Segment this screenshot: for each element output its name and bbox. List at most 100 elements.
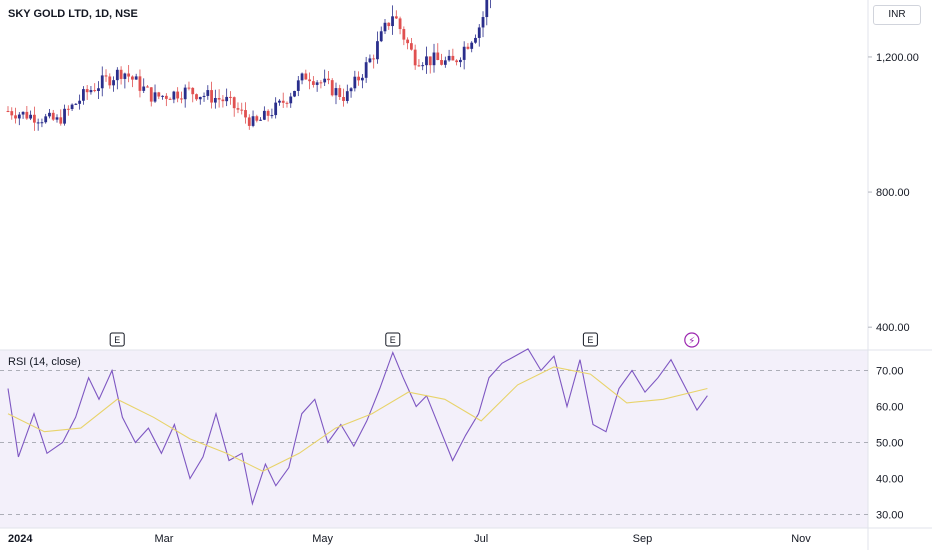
candle-body	[255, 116, 259, 121]
candle-body	[198, 96, 202, 100]
candle-body	[44, 116, 48, 123]
rsi-indicator	[7, 348, 708, 506]
candle-body	[391, 16, 394, 27]
candle-body	[74, 103, 78, 105]
currency-button[interactable]: INR	[873, 5, 921, 25]
price-axis-label: 400.00	[876, 322, 910, 334]
candle-body	[221, 99, 225, 102]
candle-body	[29, 114, 33, 119]
candle-body	[315, 82, 319, 85]
candle-body	[191, 87, 195, 95]
candle-body	[232, 97, 236, 109]
candle-body	[349, 88, 353, 92]
time-axis-label: 2024	[8, 533, 33, 545]
candle-body	[202, 95, 206, 97]
candle-body	[485, 0, 489, 18]
rsi-axis-label: 30.00	[876, 510, 904, 522]
candle-body	[368, 58, 372, 63]
candle-body	[394, 16, 398, 19]
candle-body	[51, 112, 55, 120]
rsi-pane-background	[0, 350, 868, 528]
candle-body	[477, 27, 481, 38]
candle-body	[108, 76, 112, 86]
price-axis-label: 800.00	[876, 187, 910, 199]
candle-body	[180, 98, 183, 100]
candle-body	[357, 76, 361, 81]
candle-body	[55, 117, 59, 120]
candle-body	[474, 37, 477, 43]
candle-body	[127, 73, 131, 77]
candle-body	[330, 80, 334, 96]
candle-body	[251, 116, 255, 126]
candle-body	[100, 75, 104, 89]
earnings-marker-box[interactable]	[582, 332, 598, 347]
candle-body	[462, 46, 466, 60]
candle-body	[387, 22, 391, 27]
candle-body	[40, 122, 44, 124]
time-axis-label: Jul	[474, 533, 488, 545]
candle-body	[17, 114, 21, 119]
candle-body	[93, 90, 97, 92]
candle-body	[270, 115, 274, 117]
candle-body	[300, 73, 304, 81]
candle-body	[195, 94, 198, 100]
candle-body	[421, 65, 425, 67]
rsi-line	[7, 348, 708, 506]
time-axis-label: May	[312, 533, 333, 545]
candle-body	[104, 75, 108, 77]
price-axis-label: 1,200.00	[876, 52, 919, 64]
candle-body	[278, 100, 281, 103]
candle-body	[432, 52, 436, 66]
candle-body	[376, 41, 379, 60]
candle-body	[470, 42, 474, 49]
candle-body	[428, 56, 432, 66]
candle-body	[406, 39, 410, 44]
candle-body	[443, 60, 447, 65]
time-axis-label: Nov	[791, 533, 811, 545]
candle-body	[372, 58, 376, 60]
candle-body	[409, 43, 413, 50]
earnings-marker-box[interactable]	[109, 332, 125, 347]
candle-body	[402, 29, 406, 40]
candle-body	[89, 90, 93, 93]
candle-body	[164, 95, 168, 99]
event-markers[interactable]: E E E ⚡	[109, 332, 700, 348]
candle-body	[70, 104, 74, 110]
candle-body	[417, 65, 421, 67]
candle-body	[323, 78, 327, 83]
rsi-axis-label: 70.00	[876, 366, 904, 378]
candle-body	[146, 86, 149, 88]
earnings-marker-box[interactable]	[385, 332, 401, 347]
candle-body	[383, 22, 387, 32]
candle-body	[459, 59, 462, 63]
candle-body	[32, 114, 36, 123]
candle-body	[10, 111, 14, 116]
candle-body	[134, 76, 138, 80]
candle-body	[82, 89, 85, 101]
candle-body	[274, 102, 278, 116]
candle-body	[78, 100, 82, 104]
candle-body	[187, 87, 191, 89]
time-axis-label: Mar	[155, 533, 174, 545]
candle-body	[466, 46, 470, 49]
candle-body	[229, 96, 232, 98]
earnings-marker-label: E	[390, 335, 396, 345]
candle-body	[338, 88, 342, 97]
candle-body	[236, 108, 240, 110]
candle-body	[289, 96, 293, 104]
candle-body	[138, 76, 142, 91]
candle-body	[225, 96, 229, 102]
candle-body	[25, 111, 29, 119]
grid-lines	[0, 370, 868, 515]
candle-body	[451, 55, 455, 61]
candle-body	[311, 81, 315, 85]
candle-body	[425, 56, 428, 66]
rsi-axis-label: 50.00	[876, 438, 904, 450]
candle-body	[379, 31, 383, 42]
candle-body	[131, 76, 134, 80]
time-axis-label: Sep	[633, 533, 653, 545]
dividend-marker-circle[interactable]	[684, 332, 700, 348]
candle-body	[48, 112, 51, 117]
